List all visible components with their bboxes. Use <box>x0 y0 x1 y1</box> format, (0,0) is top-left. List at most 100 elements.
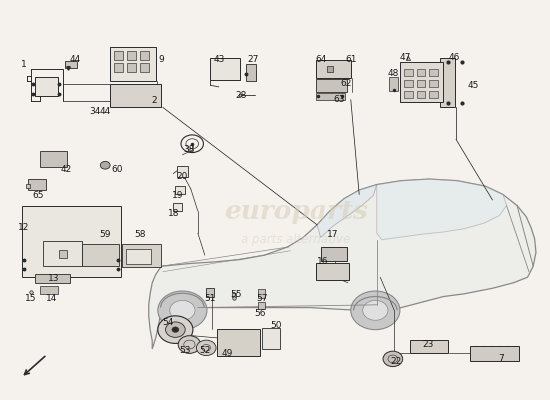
Bar <box>110 47 156 81</box>
Bar <box>43 241 82 266</box>
Bar <box>35 274 70 283</box>
Bar <box>258 302 265 309</box>
Text: 65: 65 <box>32 191 43 200</box>
Bar <box>217 329 260 356</box>
Bar <box>206 288 214 296</box>
Text: 7: 7 <box>498 354 504 363</box>
Text: 53: 53 <box>179 346 191 354</box>
Text: 54: 54 <box>163 318 174 327</box>
Bar <box>35 77 58 96</box>
Bar <box>40 152 67 167</box>
Bar <box>23 206 120 277</box>
Circle shape <box>166 322 185 337</box>
Text: 62: 62 <box>341 78 352 88</box>
Bar <box>177 166 188 177</box>
Bar <box>110 84 161 107</box>
Bar <box>417 91 425 98</box>
Text: a parts alternative: a parts alternative <box>241 233 351 246</box>
Text: 47: 47 <box>399 53 410 62</box>
Text: 59: 59 <box>100 230 111 239</box>
Text: 43: 43 <box>213 55 224 64</box>
Text: 28: 28 <box>235 91 247 100</box>
Bar <box>440 58 455 107</box>
Bar <box>114 63 123 72</box>
Bar <box>389 77 399 91</box>
Text: 16: 16 <box>317 257 328 266</box>
Text: 42: 42 <box>60 165 72 174</box>
Bar <box>321 247 347 261</box>
Bar <box>316 60 351 78</box>
Text: 63: 63 <box>334 95 345 104</box>
Bar <box>175 186 185 194</box>
Circle shape <box>178 336 201 353</box>
Text: 51: 51 <box>205 294 216 303</box>
Circle shape <box>362 300 388 320</box>
Text: 44: 44 <box>69 55 81 64</box>
Bar <box>40 286 58 294</box>
Text: 38: 38 <box>184 145 195 154</box>
Text: 20: 20 <box>177 172 188 181</box>
Circle shape <box>100 161 110 169</box>
Bar <box>316 264 349 280</box>
Text: 61: 61 <box>345 55 356 64</box>
Bar <box>410 340 448 353</box>
Bar <box>404 80 412 88</box>
Text: 55: 55 <box>230 290 242 299</box>
Bar <box>122 244 161 267</box>
Polygon shape <box>148 179 536 349</box>
Text: 19: 19 <box>173 191 184 200</box>
Circle shape <box>170 300 195 320</box>
Text: 1: 1 <box>21 60 27 69</box>
Text: 9: 9 <box>158 55 164 64</box>
Text: 17: 17 <box>327 230 338 239</box>
Text: 52: 52 <box>199 346 211 354</box>
Bar <box>64 61 77 68</box>
Bar <box>430 80 438 88</box>
Text: 23: 23 <box>422 340 433 349</box>
Bar <box>140 63 148 72</box>
Circle shape <box>172 327 179 332</box>
Text: 49: 49 <box>222 349 233 358</box>
Bar <box>126 248 151 264</box>
Text: 12: 12 <box>18 223 30 232</box>
Polygon shape <box>317 184 377 238</box>
Bar <box>400 62 443 102</box>
Bar <box>316 79 347 92</box>
Bar <box>430 91 438 98</box>
Text: 2: 2 <box>151 96 157 105</box>
Text: 46: 46 <box>448 53 460 62</box>
Circle shape <box>158 291 207 330</box>
Circle shape <box>351 291 400 330</box>
Bar <box>114 51 123 60</box>
Text: 58: 58 <box>135 230 146 239</box>
Bar <box>28 179 46 190</box>
Text: 57: 57 <box>257 294 268 303</box>
Bar <box>173 203 183 211</box>
Bar <box>140 51 148 60</box>
Text: 15: 15 <box>25 294 37 303</box>
Circle shape <box>196 340 216 356</box>
Text: 27: 27 <box>247 55 258 64</box>
Bar <box>258 289 265 298</box>
Text: 56: 56 <box>254 308 265 318</box>
Text: 13: 13 <box>48 274 60 283</box>
Bar <box>470 346 519 361</box>
Text: 45: 45 <box>467 81 478 90</box>
Bar <box>316 93 345 100</box>
Bar <box>262 328 280 349</box>
Circle shape <box>383 351 403 367</box>
Text: 44: 44 <box>100 107 111 116</box>
Text: 34: 34 <box>89 107 101 116</box>
Text: 48: 48 <box>387 69 399 78</box>
Text: 14: 14 <box>46 294 58 303</box>
Text: 60: 60 <box>112 165 123 174</box>
Bar <box>417 69 425 76</box>
Text: 50: 50 <box>271 321 282 330</box>
Bar <box>127 63 136 72</box>
Circle shape <box>158 316 193 344</box>
Bar <box>127 51 136 60</box>
Bar <box>404 69 412 76</box>
Text: europarts: europarts <box>224 198 368 224</box>
Bar <box>82 244 119 266</box>
Bar <box>245 64 256 81</box>
